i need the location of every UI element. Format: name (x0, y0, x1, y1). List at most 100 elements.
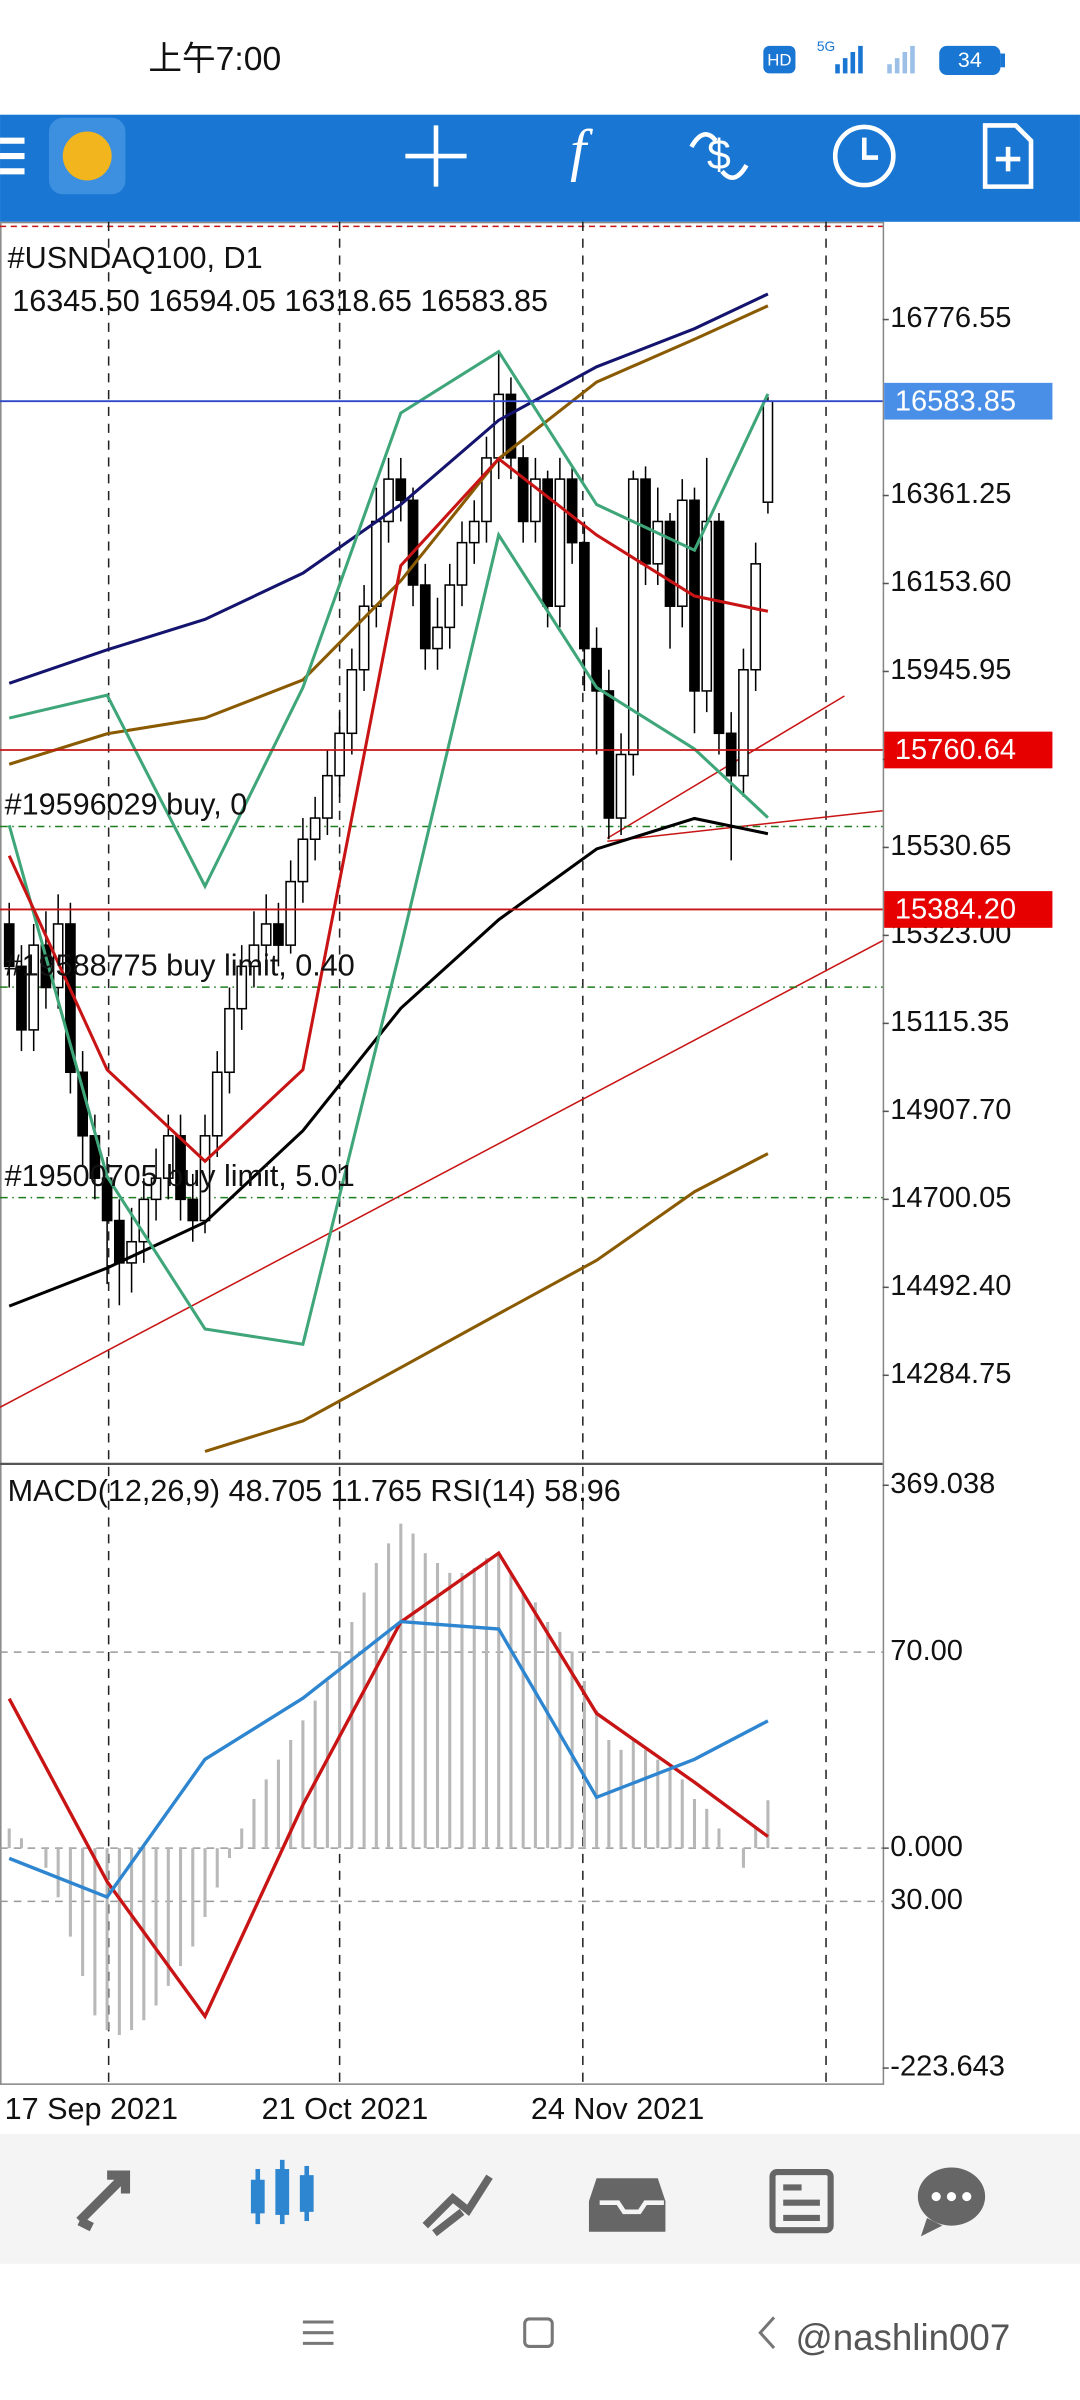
candle-body (138, 1198, 150, 1243)
candle-body (762, 400, 774, 503)
candle-body (187, 1198, 199, 1222)
chart-frame (0, 221, 885, 2085)
price-box-label: 16583.85 (895, 385, 1016, 417)
ohlc-high: 16594.05 (148, 284, 276, 318)
candle-body (40, 944, 52, 989)
candle-body (126, 1240, 137, 1264)
price-box (884, 891, 1053, 928)
candle-body (150, 1177, 162, 1201)
candle-body (591, 647, 602, 692)
candle-body (615, 753, 627, 819)
price-box-label: 15384.20 (895, 894, 1016, 926)
candle-body (676, 499, 688, 607)
nav-chart[interactable] (250, 2159, 314, 2225)
indicator-line (8, 292, 769, 685)
indicator-line (7, 456, 769, 1164)
menu-button[interactable] (0, 137, 25, 175)
rsi-line (8, 1619, 769, 1900)
watermark: @nashlin007 (795, 2317, 1010, 2358)
new-order-button[interactable] (982, 123, 1034, 189)
y-tick-label: 14492.40 (890, 1270, 1011, 1302)
toolbar (0, 114, 1080, 222)
battery (939, 45, 1001, 75)
candle-body (456, 541, 468, 586)
signal-icon (835, 45, 863, 74)
candle-body (395, 478, 407, 502)
trade-button[interactable]: $ (689, 131, 749, 180)
nav-chat[interactable] (917, 2167, 986, 2237)
candle-body (358, 605, 370, 671)
candle-body (297, 838, 309, 883)
svg-text:$: $ (707, 131, 731, 179)
indicator-line (8, 349, 770, 890)
timeframe-button[interactable] (832, 124, 896, 188)
y-tick-label: 15945.95 (890, 654, 1011, 686)
candle-body (3, 923, 15, 968)
status-time: 上午7:00 (148, 40, 281, 78)
indicator-line (8, 304, 769, 766)
candle-body (175, 1135, 186, 1201)
system-back[interactable] (758, 2316, 776, 2350)
y2-tick-label: 30.00 (890, 1884, 963, 1916)
candle-body (273, 923, 284, 946)
macd-title: MACD(12,26,9) (8, 1474, 220, 1508)
system-nav (302, 2316, 776, 2350)
candle-body (652, 520, 664, 565)
hd-badge (763, 45, 796, 74)
candle-body (419, 584, 431, 650)
candle-body (113, 1219, 125, 1264)
candle-body (481, 457, 492, 523)
candle-body (505, 393, 517, 459)
candle-body (260, 923, 272, 946)
candle-body (542, 478, 554, 607)
candle-body (248, 944, 260, 968)
macd-signal: 11.765 (331, 1474, 422, 1508)
candle-body (211, 1071, 223, 1137)
candle-body (309, 817, 321, 840)
x-tick-label: 24 Nov 2021 (531, 2092, 704, 2126)
candle-body (517, 457, 529, 523)
nav-trade[interactable] (76, 2170, 131, 2232)
candle-body (738, 668, 749, 777)
candle-body (285, 880, 297, 946)
candle-body (162, 1135, 174, 1179)
candle-body (603, 690, 615, 819)
nav-trading[interactable] (422, 2174, 493, 2237)
candle-body (554, 478, 566, 607)
system-home[interactable] (523, 2317, 554, 2348)
rsi-title: RSI(14) (430, 1474, 535, 1508)
ohlc-header: 16345.50 16594.05 16318.65 16583.85 (12, 284, 548, 318)
app-icon-mark (62, 131, 112, 181)
crosshair-button[interactable] (405, 125, 467, 187)
candle-body (334, 732, 345, 777)
indicator-line (204, 1152, 769, 1453)
candle-body (713, 520, 725, 735)
order-label: #19500705 buy limit, 5.01 (5, 1159, 355, 1193)
order-label: #19596029 buy, 0 (5, 788, 248, 822)
candle-body (701, 520, 713, 692)
indicator-line (8, 816, 769, 1308)
candle-body (432, 626, 443, 650)
candle-body (28, 944, 40, 1031)
nav-news[interactable] (769, 2169, 834, 2234)
candle-body (493, 393, 505, 459)
candle-body (627, 478, 639, 756)
candle-body (224, 1007, 235, 1074)
candle-body (322, 774, 333, 819)
candle-body (370, 520, 382, 607)
system-menu[interactable] (302, 2320, 334, 2345)
bottom-nav (0, 2133, 1080, 2264)
y2-tick-label: 70.00 (890, 1635, 963, 1667)
ohlc-open: 16345.50 (12, 284, 140, 318)
y-tick-label: 15115.35 (890, 1006, 1009, 1038)
y-tick-label: 14907.70 (890, 1094, 1011, 1126)
indicator-line (7, 531, 769, 1346)
candle-body (566, 478, 578, 544)
y-tick-label: 14284.75 (890, 1358, 1011, 1390)
y-tick-label: 16776.55 (890, 302, 1011, 334)
nav-inbox[interactable] (588, 2178, 666, 2232)
candle-body (750, 563, 762, 671)
ohlc-low: 16318.65 (284, 284, 412, 318)
battery-level: 34 (958, 48, 982, 72)
